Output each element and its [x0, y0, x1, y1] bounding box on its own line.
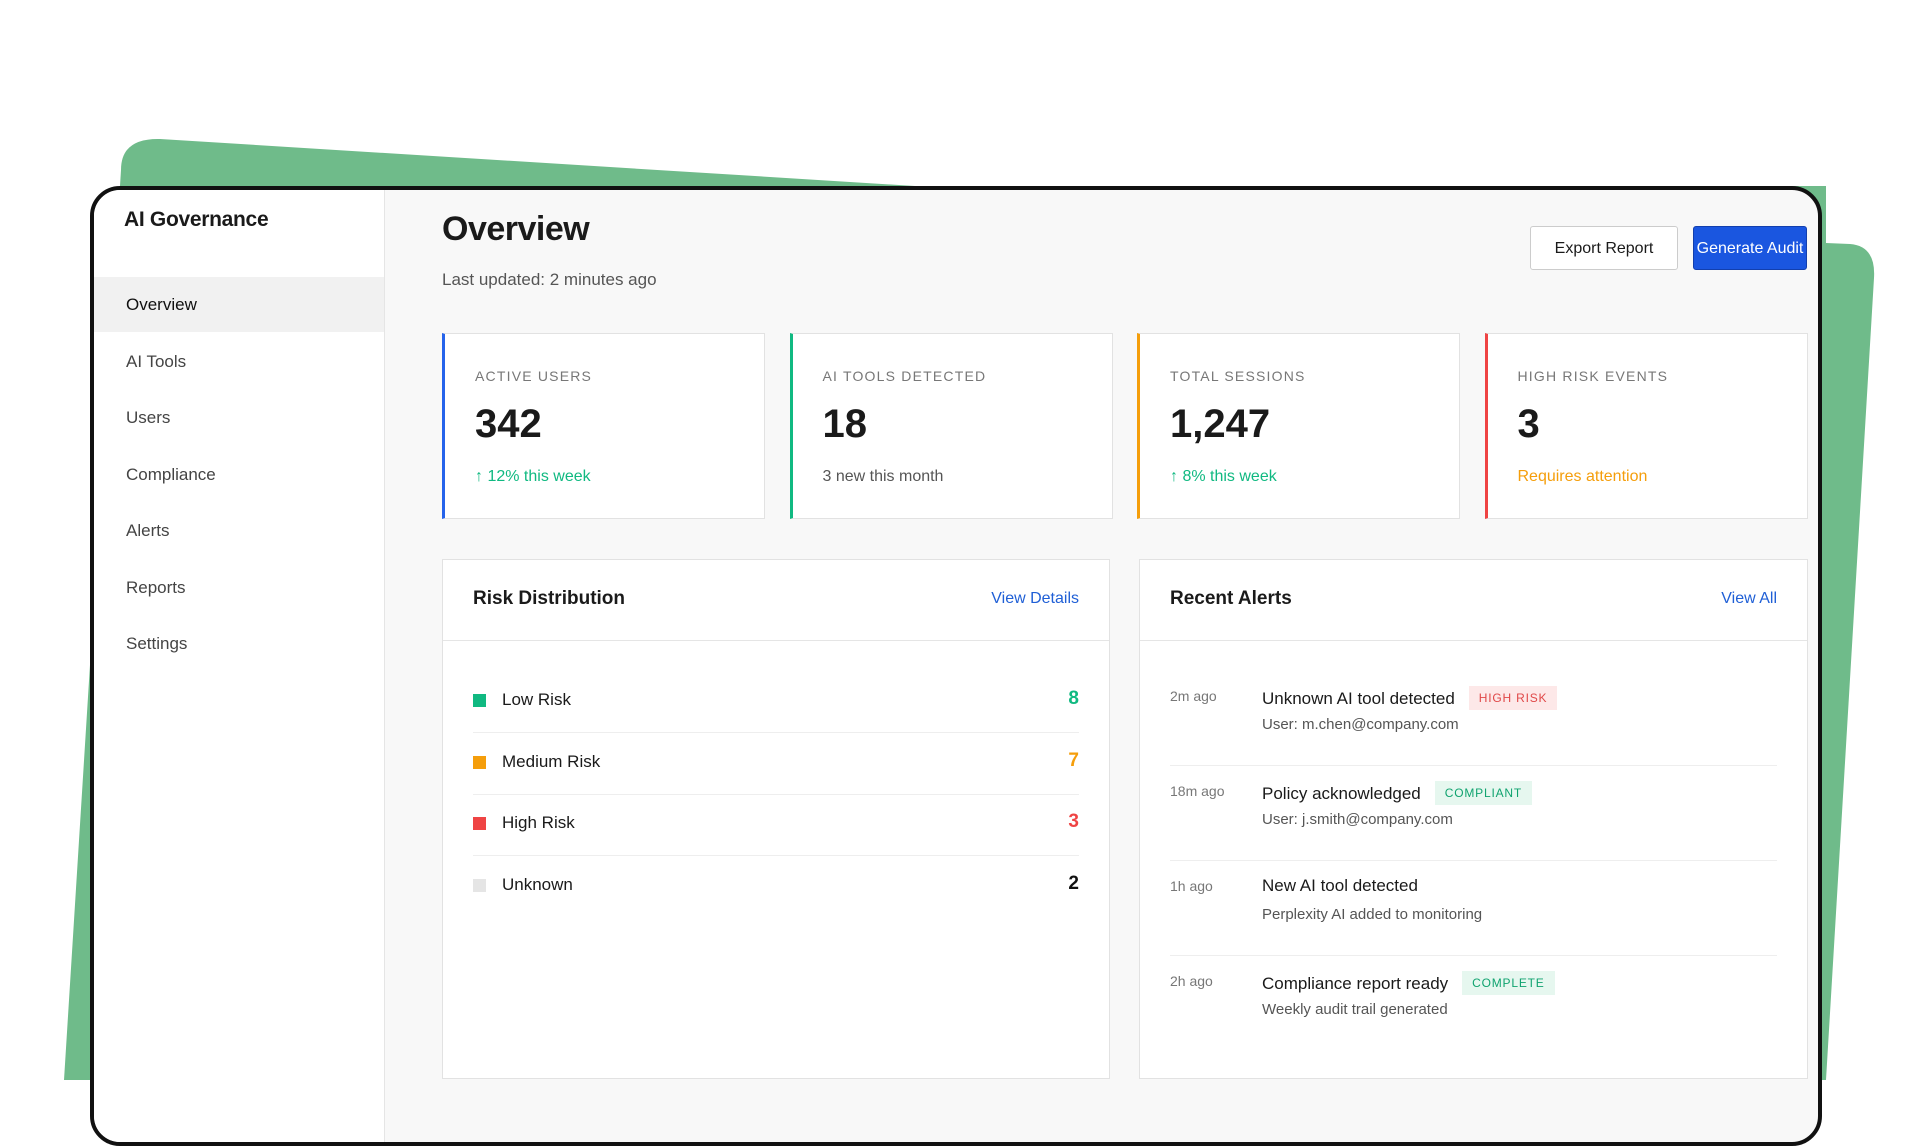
risk-row: Unknown 2: [473, 855, 1079, 917]
panel-link[interactable]: View Details: [991, 590, 1079, 607]
alert-time: 18m ago: [1170, 783, 1225, 799]
stat-label: TOTAL SESSIONS: [1170, 368, 1306, 384]
stat-value: 3: [1517, 402, 1540, 446]
alert-title-text: New AI tool detected: [1262, 876, 1418, 895]
stat-card: HIGH RISK EVENTS 3 Requires attention: [1484, 333, 1808, 519]
risk-swatch: [473, 817, 486, 830]
page-title: Overview: [442, 210, 590, 248]
stat-label: AI TOOLS DETECTED: [822, 368, 987, 384]
panel-title: Risk Distribution: [473, 588, 626, 609]
stat-card: AI TOOLS DETECTED 18 3 new this month: [789, 333, 1113, 519]
alert-title-text: Unknown AI tool detected: [1262, 689, 1455, 708]
export-button[interactable]: Export Report: [1530, 226, 1678, 270]
alert-time: 2h ago: [1170, 973, 1213, 989]
alert-row: 2m ago Unknown AI tool detected HIGH RISK U…: [1170, 670, 1777, 766]
alert-time: 2m ago: [1170, 688, 1217, 704]
risk-row: Medium Risk 7: [473, 732, 1079, 795]
alerts-panel: Recent Alerts View All 2m ago Unknown AI …: [1139, 559, 1808, 1079]
alert-title-text: Compliance report ready: [1262, 974, 1449, 993]
risk-count: 7: [1068, 749, 1079, 771]
alert-title: Compliance report ready COMPLETE: [1262, 971, 1555, 995]
risk-count: 8: [1068, 688, 1079, 709]
stat-note: ↑ 8% this week: [1170, 468, 1277, 485]
risk-swatch: [473, 878, 486, 892]
risk-row: High Risk 3: [473, 793, 1079, 856]
alert-title-text: Policy acknowledged: [1262, 784, 1421, 803]
stat-value: 1,247: [1170, 402, 1271, 446]
stat-card: TOTAL SESSIONS 1,247 ↑ 8% this week: [1137, 333, 1460, 519]
alert-time: 1h ago: [1170, 878, 1213, 894]
page: AI Governance Overview AI Tools Users Compl…: [64, 138, 1875, 1146]
alert-title: Unknown AI tool detected HIGH RISK: [1262, 686, 1558, 710]
nav-item[interactable]: AI Tools: [126, 351, 187, 371]
stat-note: ↑ 12% this week: [475, 468, 591, 485]
nav-item[interactable]: Reports: [126, 577, 186, 597]
risk-panel: Risk Distribution View Details Low Risk 8…: [442, 559, 1110, 1079]
alert-badge: COMPLETE: [1462, 971, 1555, 995]
stat-label: HIGH RISK EVENTS: [1517, 368, 1669, 384]
stat-value: 342: [475, 402, 542, 446]
alert-row: 1h ago New AI tool detected Perplexity AI …: [1170, 860, 1777, 956]
stat-note: Requires attention: [1517, 468, 1648, 485]
risk-row: Low Risk 8: [473, 670, 1079, 733]
stat-card: ACTIVE USERS 342 ↑ 12% this week: [442, 333, 765, 519]
nav-item[interactable]: Alerts: [126, 521, 170, 540]
stat-label: ACTIVE USERS: [475, 368, 593, 384]
alert-title: New AI tool detected: [1262, 876, 1418, 896]
alert-title: Policy acknowledged COMPLIANT: [1262, 781, 1532, 805]
nav-item[interactable]: Overview: [94, 277, 384, 332]
alert-badge: COMPLIANT: [1434, 781, 1532, 805]
alert-row: 2h ago Compliance report ready COMPLETE Wee…: [1170, 955, 1777, 1050]
nav-item[interactable]: Settings: [126, 634, 188, 653]
audit-button[interactable]: Generate Audit: [1693, 226, 1807, 270]
app-window: AI Governance Overview AI Tools Users Compl…: [90, 186, 1822, 1146]
sidebar: AI Governance Overview AI Tools Users Compl…: [94, 190, 385, 1142]
brand: AI Governance: [124, 208, 269, 231]
alert-detail: User: m.chen@company.com: [1262, 716, 1459, 733]
stat-value: 18: [822, 402, 868, 446]
alert-detail: Perplexity AI added to monitoring: [1262, 906, 1483, 923]
risk-label: Medium Risk: [502, 751, 601, 771]
stat-note: 3 new this month: [822, 468, 944, 485]
panel-title: Recent Alerts: [1170, 588, 1292, 609]
risk-label: Low Risk: [502, 690, 571, 709]
alert-row: 18m ago Policy acknowledged COMPLIANT User:…: [1170, 765, 1777, 861]
alert-badge: HIGH RISK: [1468, 686, 1558, 710]
risk-label: Unknown: [502, 874, 573, 894]
alert-detail: Weekly audit trail generated: [1262, 1001, 1448, 1018]
alert-detail: User: j.smith@company.com: [1262, 811, 1453, 828]
panel-link[interactable]: View All: [1721, 590, 1777, 607]
risk-count: 3: [1068, 811, 1079, 832]
risk-swatch: [473, 694, 486, 707]
last-updated: Last updated: 2 minutes ago: [442, 270, 657, 289]
nav-item[interactable]: Users: [126, 408, 171, 427]
risk-swatch: [473, 755, 486, 769]
risk-label: High Risk: [502, 813, 575, 832]
nav-item[interactable]: Compliance: [126, 464, 216, 484]
risk-count: 2: [1068, 872, 1079, 894]
